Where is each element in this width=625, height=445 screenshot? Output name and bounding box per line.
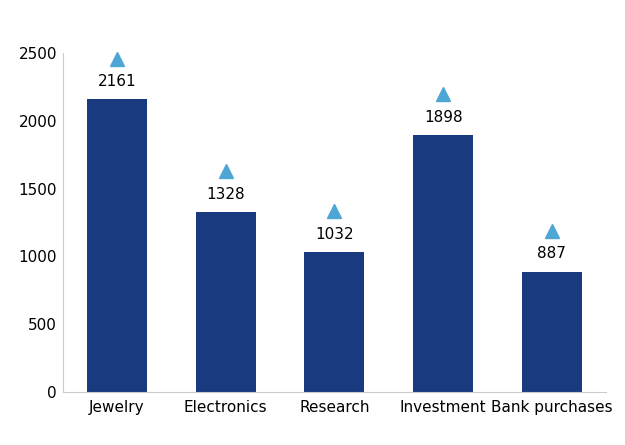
Bar [87,99,147,392]
Text: 1328: 1328 [206,187,245,202]
Bar [304,252,364,392]
Text: 2161: 2161 [98,74,136,89]
Bar [413,135,473,392]
Text: 1032: 1032 [315,227,354,242]
Text: 887: 887 [538,247,566,262]
Text: 1898: 1898 [424,110,462,125]
Bar [196,212,256,392]
Bar [522,271,582,392]
